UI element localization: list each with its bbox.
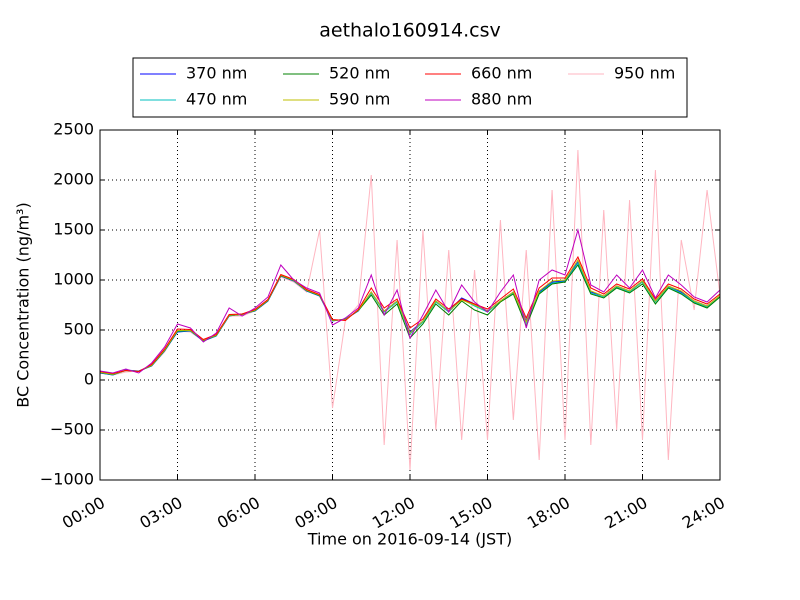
x-axis-label: Time on 2016-09-14 (JST) <box>307 530 512 549</box>
y-axis-label: BC Concentration (ng/m³) <box>14 202 33 407</box>
legend-label: 950 nm <box>614 64 675 83</box>
y-tick-label: −1000 <box>40 470 94 489</box>
series-line <box>99 255 721 375</box>
legend-label: 880 nm <box>471 90 532 109</box>
legend-label: 590 nm <box>329 90 390 109</box>
y-tick-label: 2500 <box>53 120 94 139</box>
plot-frame <box>99 129 721 481</box>
y-tick-label: 1500 <box>53 220 94 239</box>
legend-box <box>132 57 688 118</box>
y-tick-label: 1000 <box>53 270 94 289</box>
y-tick-label: 500 <box>63 320 94 339</box>
y-tick-label: 0 <box>84 370 94 389</box>
series-line <box>99 228 721 374</box>
legend-label: 470 nm <box>186 90 247 109</box>
legend-label: 660 nm <box>471 64 532 83</box>
series-line <box>99 258 721 375</box>
legend-label: 520 nm <box>329 64 390 83</box>
y-tick-label: 2000 <box>53 170 94 189</box>
legend-label: 370 nm <box>186 64 247 83</box>
y-tick-label: −500 <box>50 420 94 439</box>
chart-title: aethalo160914.csv <box>319 20 501 42</box>
